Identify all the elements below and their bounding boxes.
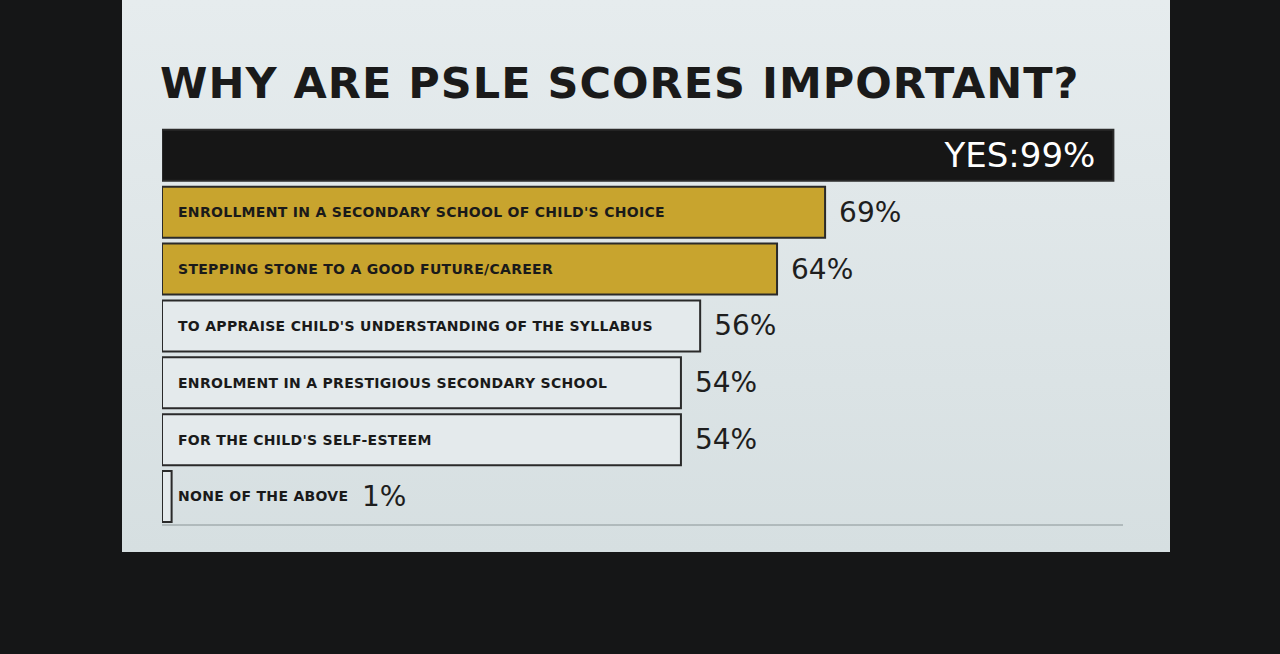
svg-text:ENROLMENT IN A PRESTIGIOUS SEC: ENROLMENT IN A PRESTIGIOUS SECONDARY SCH… [178,375,607,391]
svg-text:TO APPRAISE CHILD'S UNDERSTAND: TO APPRAISE CHILD'S UNDERSTANDING OF THE… [178,318,653,334]
html-text:WHY ARE PSLE SCORES IMPORTANT?: WHY ARE PSLE SCORES IMPORTANT? [160,58,1080,108]
svg-text:64%: 64% [791,253,853,286]
svg-text:NONE OF THE ABOVE: NONE OF THE ABOVE [178,488,348,504]
svg-text:54%: 54% [695,366,757,399]
svg-text:69%: 69% [839,196,901,229]
svg-text:54%: 54% [695,423,757,456]
svg-text:56%: 56% [714,309,776,342]
svg-text:YES:99%: YES:99% [944,135,1096,175]
svg-text:ENROLLMENT IN A SECONDARY SCHO: ENROLLMENT IN A SECONDARY SCHOOL OF CHIL… [178,204,665,220]
svg-text:FOR THE CHILD'S SELF-ESTEEM: FOR THE CHILD'S SELF-ESTEEM [178,432,432,448]
svg-text:STEPPING STONE TO A GOOD FUTUR: STEPPING STONE TO A GOOD FUTURE/CAREER [178,261,553,277]
svg-text:1%: 1% [362,480,406,513]
